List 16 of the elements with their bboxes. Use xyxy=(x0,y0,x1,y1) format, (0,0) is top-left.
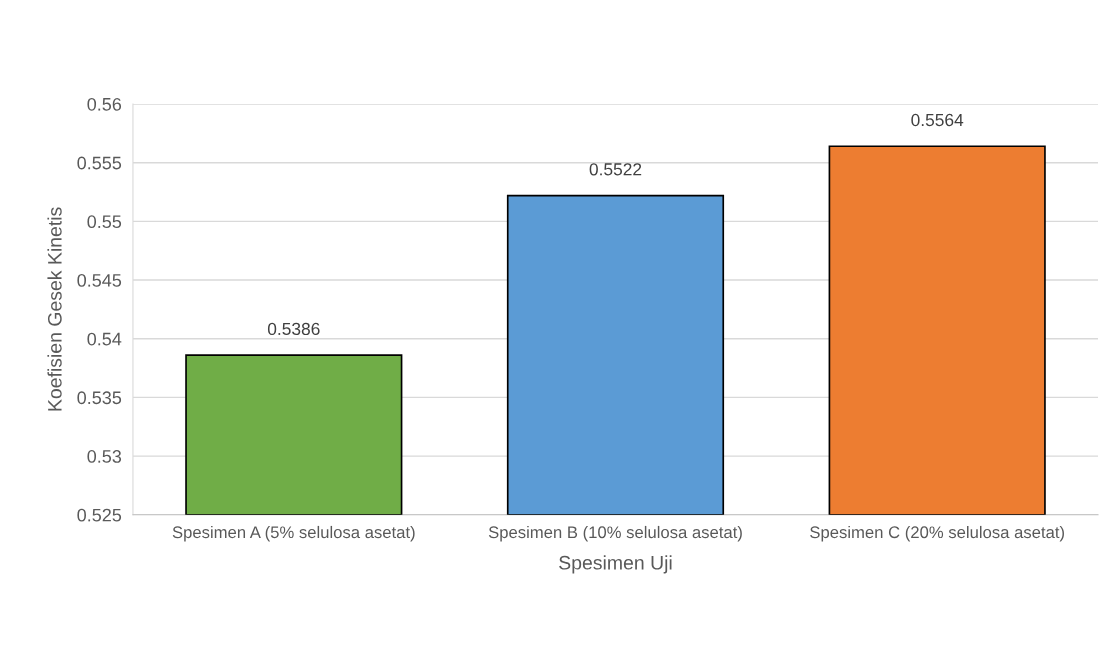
x-axis-title: Spesimen Uji xyxy=(559,555,672,574)
x-tick-label: Spesimen B (10% selulosa asetat) xyxy=(488,525,742,542)
x-tick-label: Spesimen C (20% selulosa asetat) xyxy=(810,525,1064,542)
y-tick-label: 0.53 xyxy=(87,450,122,463)
y-axis-title: Koefisien Gesek Kinetis xyxy=(47,207,62,411)
data-label: 0.5564 xyxy=(911,113,964,127)
y-tick-label: 0.525 xyxy=(77,508,122,522)
data-label: 0.5386 xyxy=(267,322,320,336)
x-tick-label: Spesimen A (5% selulosa asetat) xyxy=(172,525,415,542)
y-tick-label: 0.54 xyxy=(87,332,122,346)
y-tick-label: 0.55 xyxy=(87,215,122,229)
data-label: 0.5522 xyxy=(589,163,642,176)
y-tick-label: 0.555 xyxy=(77,156,122,170)
y-tick-label: 0.56 xyxy=(87,97,122,111)
y-tick-label: 0.545 xyxy=(77,273,122,287)
y-tick-label: 0.535 xyxy=(77,391,122,405)
